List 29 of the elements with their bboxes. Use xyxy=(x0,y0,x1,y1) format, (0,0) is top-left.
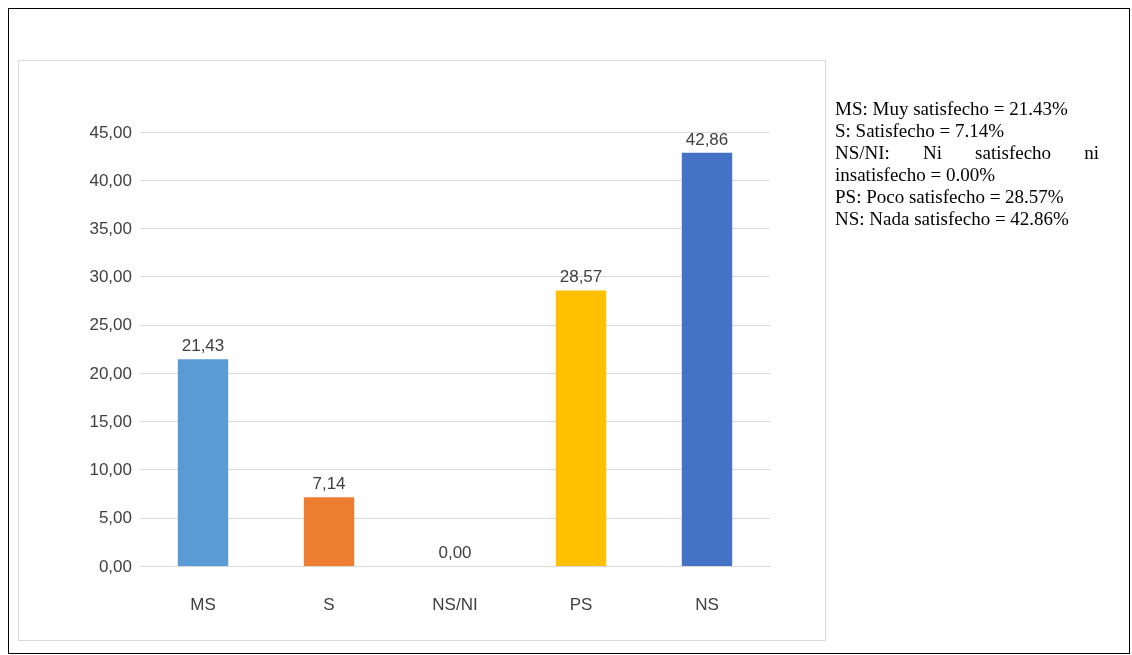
data-label: 7,14 xyxy=(312,474,346,494)
y-tick-label: 20,00 xyxy=(89,363,132,383)
x-tick-label: MS xyxy=(190,595,216,614)
data-label: 0,00 xyxy=(438,543,472,562)
text: MS: Muy satisfecho = 21.43% xyxy=(835,98,1069,120)
text: PS: Poco satisfecho = 28.57% xyxy=(835,186,1065,208)
y-tick-label: 10,00 xyxy=(89,460,132,480)
y-tick-label: 0,00 xyxy=(98,556,132,576)
x-tick-label: S xyxy=(323,595,335,614)
y-tick-label: 40,00 xyxy=(89,170,132,190)
bar xyxy=(555,290,607,566)
text: NS: Nada satisfecho = 42.86% xyxy=(835,208,1070,230)
data-label: 21,43 xyxy=(181,336,225,356)
bar xyxy=(303,497,355,566)
y-tick-label: 25,00 xyxy=(89,315,132,335)
y-tick-label: 30,00 xyxy=(89,267,132,287)
y-tick-label: 35,00 xyxy=(89,218,132,238)
data-label: 28,57 xyxy=(559,267,603,287)
data-label: 42,86 xyxy=(685,129,729,149)
x-tick-label: NS xyxy=(695,595,719,614)
text: S: Satisfecho = 7.14% xyxy=(835,120,1006,142)
y-tick-label: 5,00 xyxy=(98,508,132,528)
x-tick-label: NS/NI xyxy=(432,595,478,614)
text: NS/NI: Ni satisfecho ni insatisfecho = 0.00% xyxy=(835,142,1099,186)
y-tick-label: 15,00 xyxy=(89,411,132,431)
bar xyxy=(681,152,733,566)
x-tick-label: PS xyxy=(569,595,593,614)
bar xyxy=(177,359,229,566)
y-tick-label: 45,00 xyxy=(89,122,132,142)
